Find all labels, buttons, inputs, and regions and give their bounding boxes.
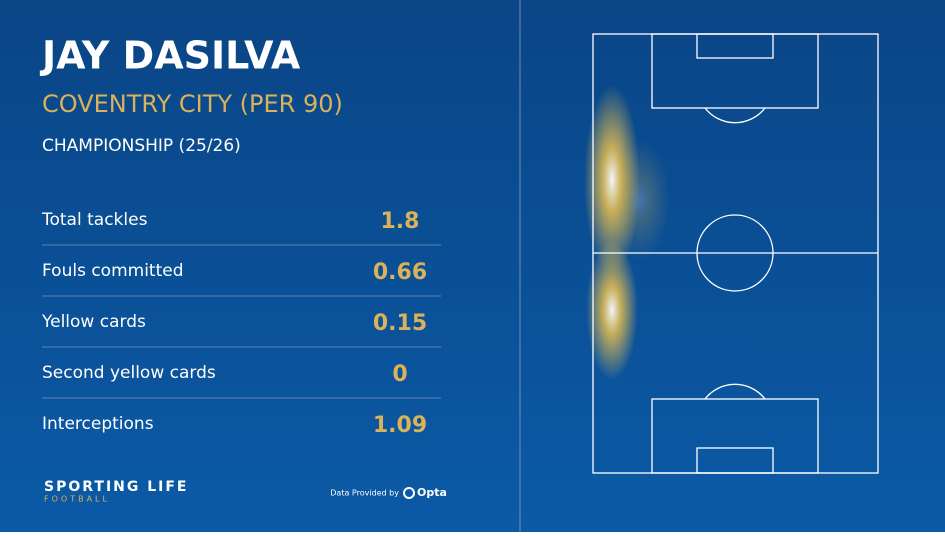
stat-label: Yellow cards <box>41 312 146 332</box>
penalty-arc <box>704 107 766 124</box>
stat-value: 1.09 <box>373 413 427 438</box>
subtitle: COVENTRY CITY (PER 90) <box>42 90 343 118</box>
stat-label: Fouls committed <box>42 261 184 281</box>
competition: CHAMPIONSHIP (25/26) <box>42 136 241 156</box>
stat-value: 0 <box>392 362 407 387</box>
title: JAY DASILVA <box>39 34 301 78</box>
pitch <box>592 33 879 474</box>
stat-label: Total tackles <box>41 210 148 230</box>
centre-circle <box>696 214 774 292</box>
stat-value: 0.15 <box>373 311 427 336</box>
provider-logo <box>403 487 415 499</box>
stats-table: Total tackles 1.8 Fouls committed 0.66 Yello… <box>41 209 441 438</box>
heat-zone <box>610 140 670 260</box>
provider: Opta <box>417 486 447 499</box>
stat-value: 1.8 <box>381 209 420 234</box>
six-yard-box <box>696 33 774 59</box>
credit: Data Provided by <box>330 489 399 498</box>
six-yard-box <box>696 447 774 474</box>
stat-label: Interceptions <box>42 414 154 434</box>
penalty-arc <box>704 383 766 400</box>
brand: SPORTING LIFE <box>44 479 189 495</box>
heatmap <box>584 85 670 380</box>
heat-zone <box>586 240 638 380</box>
stat-label: Second yellow cards <box>42 363 216 383</box>
brand-sub: FOOTBALL <box>44 495 110 504</box>
stat-value: 0.66 <box>373 260 427 285</box>
